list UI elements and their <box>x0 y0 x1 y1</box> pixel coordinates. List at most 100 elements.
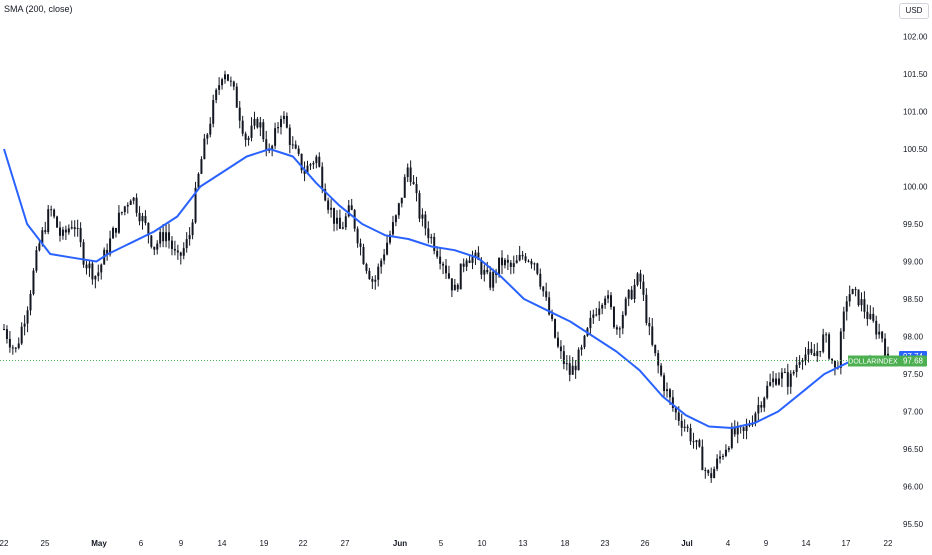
candle-body <box>878 331 881 335</box>
candle-body <box>795 364 798 372</box>
candle-body <box>468 260 471 263</box>
x-tick-label: 23 <box>601 539 610 548</box>
candle-body <box>462 263 465 267</box>
candle-body <box>285 115 288 128</box>
instrument-name: DOLLARINDEX <box>848 359 898 366</box>
candle-body <box>359 243 362 247</box>
candle-body <box>769 382 772 386</box>
candle-body <box>330 207 333 210</box>
candle-body <box>777 378 780 385</box>
candle-body <box>91 263 94 280</box>
candle-body <box>618 328 621 330</box>
candle-body <box>775 378 778 385</box>
candle-body <box>866 311 869 320</box>
candle-body <box>730 426 733 448</box>
candle-body <box>206 134 209 139</box>
y-tick-label: 101.00 <box>903 108 928 117</box>
candle-body <box>863 299 866 312</box>
candle-body <box>527 260 530 262</box>
y-tick-label: 100.00 <box>903 183 928 192</box>
x-tick-label: 14 <box>802 539 811 548</box>
candle-body <box>377 266 380 280</box>
candle-body <box>5 329 8 339</box>
candle-body <box>822 334 825 352</box>
candle-body <box>132 197 135 201</box>
candle-body <box>772 378 775 383</box>
candle-body <box>621 314 624 329</box>
candle-body <box>615 327 618 330</box>
candle-body <box>719 456 722 459</box>
candle-body <box>85 264 88 269</box>
candle-body <box>872 313 875 321</box>
candle-body <box>545 291 548 298</box>
x-tick-label: 18 <box>561 539 570 548</box>
candle-body <box>783 372 786 374</box>
candle-body <box>506 259 509 263</box>
candle-body <box>312 163 315 165</box>
candle-body <box>224 74 226 80</box>
candle-body <box>813 352 816 357</box>
candle-body <box>409 167 412 182</box>
candle-body <box>610 295 613 308</box>
candle-body <box>742 427 745 432</box>
candle-body <box>335 217 338 224</box>
candle-body <box>654 344 657 354</box>
x-tick-label: 26 <box>641 539 650 548</box>
candle-body <box>792 371 795 374</box>
candle-body <box>887 353 889 357</box>
candle-body <box>221 79 224 86</box>
candle-body <box>70 227 73 229</box>
candle-body <box>642 281 645 295</box>
candle-body <box>707 470 710 474</box>
candle-body <box>277 127 280 129</box>
candle-body <box>668 389 671 398</box>
candle-body <box>509 262 512 267</box>
candle-body <box>427 228 430 239</box>
x-tick-label: 22 <box>884 539 893 548</box>
candle-body <box>156 243 159 250</box>
candle-body <box>176 250 179 253</box>
candle-body <box>442 263 445 266</box>
candle-body <box>612 307 615 328</box>
candle-body <box>521 254 524 257</box>
last-price-text: 97.68 <box>903 357 924 366</box>
candle-body <box>595 314 598 316</box>
candle-body <box>860 299 863 306</box>
candle-body <box>568 363 571 375</box>
candle-body <box>842 311 845 332</box>
candle-body <box>848 294 851 302</box>
x-tick-label: 13 <box>519 539 528 548</box>
candle-body <box>601 304 604 309</box>
candle-body <box>203 138 206 160</box>
candle-body <box>356 228 359 244</box>
candle-body <box>88 263 91 269</box>
candle-body <box>391 222 394 235</box>
candle-body <box>318 156 321 167</box>
y-tick-label: 97.50 <box>903 370 924 379</box>
candle-body <box>607 295 610 299</box>
x-tick-label: 25 <box>41 539 50 548</box>
candle-body <box>185 239 188 249</box>
currency-badge[interactable]: USD <box>899 3 929 19</box>
candle-body <box>100 264 103 273</box>
candle-body <box>347 205 350 217</box>
candle-body <box>710 473 713 478</box>
candle-body <box>551 314 554 320</box>
candle-body <box>500 257 503 266</box>
candle-body <box>106 249 109 255</box>
x-tick-label: 17 <box>842 539 851 548</box>
candle-body <box>244 133 247 141</box>
candle-body <box>828 334 831 359</box>
candle-body <box>58 227 61 236</box>
candle-body <box>114 227 117 233</box>
candle-body <box>386 242 389 255</box>
candle-body <box>636 273 639 285</box>
indicator-legend-label[interactable]: SMA (200, close) <box>4 4 73 14</box>
candle-body <box>38 243 41 251</box>
candle-body <box>274 128 277 146</box>
x-tick-label: 6 <box>139 539 144 548</box>
candle-body <box>789 373 792 387</box>
candle-body <box>350 205 353 211</box>
